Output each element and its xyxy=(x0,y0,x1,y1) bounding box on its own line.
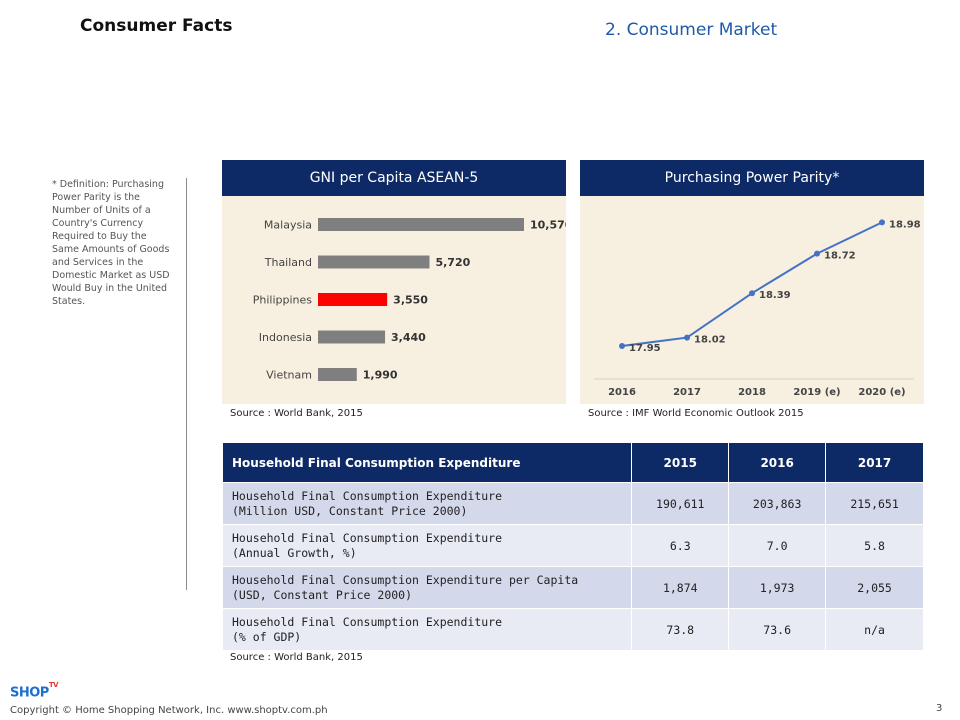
table-row: Household Final Consumption Expenditure … xyxy=(221,608,924,651)
bar-philippines xyxy=(318,293,388,306)
ppp-point-2018 xyxy=(749,290,755,297)
logo-tv-text: TV xyxy=(48,681,59,689)
table-cell: 73.6 xyxy=(728,608,827,651)
bar-value-label: 1,990 xyxy=(363,369,398,382)
bar-vietnam xyxy=(318,368,357,381)
ppp-line-chart-svg: 17.95 2016 18.02 2017 18.39 2018 18.72 2019 (e)… xyxy=(594,219,921,398)
bar-category-label: Philippines xyxy=(253,294,313,307)
gni-bar-chart-svg: Malaysia 10,570 Thailand 5,720 Philippines 3,… xyxy=(253,218,573,382)
table-header-2015: 2015 xyxy=(631,442,730,483)
bar-category-label: Indonesia xyxy=(259,331,312,344)
ppp-value-label: 18.72 xyxy=(824,251,856,262)
page-title: Consumer Facts xyxy=(80,16,233,36)
row-label: Household Final Consumption Expenditure … xyxy=(221,566,633,609)
ppp-point-2016 xyxy=(619,343,625,349)
ppp-value-label: 18.02 xyxy=(694,335,726,346)
row-label-unit: (USD, Constant Price 2000) xyxy=(232,587,413,602)
ppp-value-label: 18.98 xyxy=(889,219,921,230)
table-cell: 5.8 xyxy=(825,524,924,567)
row-label: Household Final Consumption Expenditure … xyxy=(221,524,633,567)
gni-chart: Malaysia 10,570 Thailand 5,720 Philippines 3,… xyxy=(222,196,573,404)
ppp-point-2019e xyxy=(814,250,820,257)
table-cell: 215,651 xyxy=(825,482,924,525)
table-cell: 2,055 xyxy=(825,566,924,609)
bar-indonesia xyxy=(318,330,386,344)
ppp-series-line xyxy=(621,221,883,347)
bar-category-label: Vietnam xyxy=(266,369,312,382)
row-label: Household Final Consumption Expenditure … xyxy=(221,482,633,525)
table-cell: 203,863 xyxy=(728,482,827,525)
ppp-value-label: 18.39 xyxy=(759,290,791,301)
ppp-chart-header: Purchasing Power Parity* xyxy=(580,160,924,196)
ppp-value-label: 17.95 xyxy=(629,343,661,354)
table-cell: 6.3 xyxy=(631,524,730,567)
copyright-text: Copyright © Home Shopping Network, Inc. … xyxy=(10,705,328,716)
table-row: Household Final Consumption Expenditure … xyxy=(221,524,924,567)
row-label-unit: (Million USD, Constant Price 2000) xyxy=(232,503,468,518)
table-source: Source : World Bank, 2015 xyxy=(230,652,363,663)
hfce-table: Household Final Consumption Expenditure … xyxy=(221,442,924,651)
table-cell: 1,874 xyxy=(631,566,730,609)
bar-value-label: 5,720 xyxy=(435,256,470,269)
table-header-2016: 2016 xyxy=(728,442,827,483)
ppp-definition-note: * Definition: Purchasing Power Parity is… xyxy=(52,179,170,307)
ppp-point-2017 xyxy=(684,334,690,341)
bar-thailand xyxy=(318,255,430,269)
table-header-label: Household Final Consumption Expenditure xyxy=(221,442,633,483)
table-cell: 190,611 xyxy=(631,482,730,525)
table-header-2017: 2017 xyxy=(825,442,924,483)
x-tick-label: 2020 (e) xyxy=(858,387,905,398)
section-title: 2. Consumer Market xyxy=(605,20,778,40)
x-tick-label: 2017 xyxy=(673,387,701,398)
x-tick-label: 2018 xyxy=(738,387,766,398)
page-number: 3 xyxy=(936,703,943,714)
table-cell: 7.0 xyxy=(728,524,827,567)
table-header-row: Household Final Consumption Expenditure … xyxy=(221,442,924,483)
row-label-unit: (% of GDP) xyxy=(232,629,302,644)
bar-category-label: Thailand xyxy=(264,256,312,269)
bar-category-label: Malaysia xyxy=(264,219,312,232)
ppp-source: Source : IMF World Economic Outlook 2015 xyxy=(588,408,804,419)
gni-chart-header: GNI per Capita ASEAN-5 xyxy=(222,160,566,196)
bar-value-label: 10,570 xyxy=(530,219,566,232)
row-label-main: Household Final Consumption Expenditure xyxy=(232,614,503,629)
table-cell: n/a xyxy=(825,608,924,651)
table-cell: 1,973 xyxy=(728,566,827,609)
row-label-main: Household Final Consumption Expenditure xyxy=(232,530,503,545)
x-tick-label: 2019 (e) xyxy=(793,387,840,398)
logo-text: SHOP xyxy=(10,685,49,701)
gni-source: Source : World Bank, 2015 xyxy=(230,408,363,419)
bar-value-label: 3,550 xyxy=(393,294,428,307)
table-row: Household Final Consumption Expenditure … xyxy=(221,482,924,525)
bar-malaysia xyxy=(318,218,524,231)
x-tick-label: 2016 xyxy=(608,387,636,398)
row-label-unit: (Annual Growth, %) xyxy=(232,545,357,560)
table-cell: 73.8 xyxy=(631,608,730,651)
row-label-main: Household Final Consumption Expenditure xyxy=(232,488,503,503)
vertical-divider xyxy=(186,178,187,590)
ppp-point-2020e xyxy=(879,219,885,226)
bar-value-label: 3,440 xyxy=(391,331,426,344)
table-row: Household Final Consumption Expenditure … xyxy=(221,566,924,609)
ppp-chart: 17.95 2016 18.02 2017 18.39 2018 18.72 2019 (e)… xyxy=(580,196,924,404)
row-label-main: Household Final Consumption Expenditure … xyxy=(232,572,579,587)
shoptv-logo: SHOPTV xyxy=(10,681,59,701)
row-label: Household Final Consumption Expenditure … xyxy=(221,608,633,651)
